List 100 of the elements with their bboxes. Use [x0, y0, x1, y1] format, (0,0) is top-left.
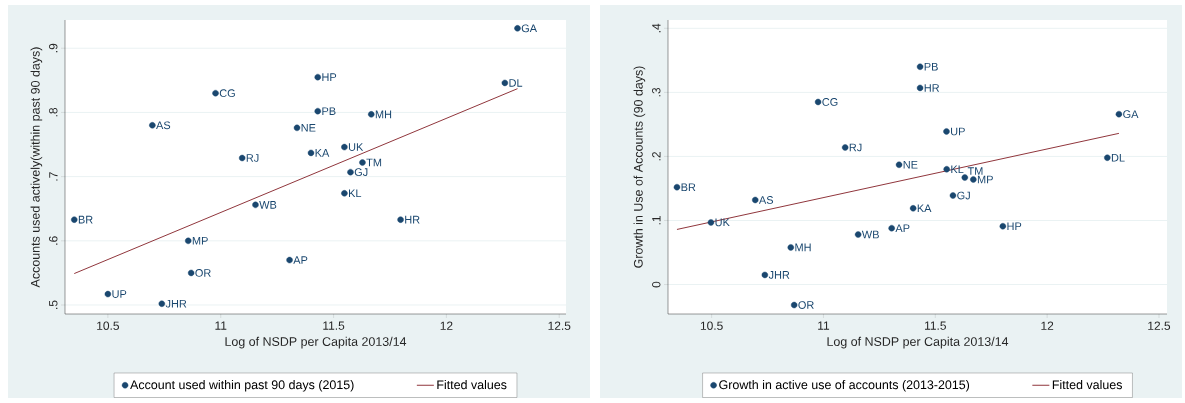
point	[341, 143, 348, 151]
x-tick-label: 10.5	[97, 321, 120, 330]
annotation: CG	[219, 89, 235, 98]
x-tick-label: 11	[215, 321, 227, 330]
point	[212, 89, 219, 97]
point	[185, 237, 192, 245]
point	[341, 190, 348, 197]
annotation: HP	[322, 73, 337, 81]
y-axis-title: Accounts used actively(within past 90 days)	[30, 47, 43, 288]
annotation: KA	[917, 204, 932, 213]
point	[916, 84, 924, 92]
point	[314, 73, 321, 81]
point	[514, 25, 521, 32]
annotation: RJ	[246, 154, 259, 162]
x-tick-label: 11.5	[323, 321, 345, 330]
point	[293, 124, 301, 132]
point	[949, 192, 957, 199]
x-tick-label: 10.5	[700, 321, 723, 330]
annotation: NE	[301, 124, 316, 132]
annotation: UP	[112, 290, 127, 298]
point	[673, 183, 681, 191]
annotation: AP	[293, 256, 308, 264]
x-axis-title: Log of NSDP per Capita 2013/14	[827, 336, 1009, 349]
annotation: NE	[903, 160, 918, 169]
point	[158, 300, 166, 307]
point	[252, 201, 259, 209]
annotation: AS	[758, 196, 774, 204]
annotation: HR	[405, 215, 420, 224]
annotation: GA	[521, 24, 537, 33]
annotation: AS	[156, 121, 171, 130]
point	[238, 154, 246, 162]
point	[761, 271, 769, 279]
y-tick-label: .2	[652, 152, 661, 161]
annotation: OR	[798, 301, 814, 309]
legend-label: Fitted values	[437, 379, 507, 390]
point	[314, 107, 321, 115]
point	[854, 231, 862, 238]
y-tick-label: .8	[49, 107, 58, 117]
point	[961, 174, 969, 181]
y-tick-label: .9	[49, 43, 58, 53]
point	[790, 301, 798, 309]
annotation: KL	[349, 189, 362, 198]
y-tick-label: .3	[652, 87, 661, 97]
annotation: RJ	[849, 143, 862, 152]
annotation: HP	[1007, 222, 1022, 231]
annotation: CG	[822, 98, 838, 106]
point	[909, 205, 917, 212]
annotation: GA	[1123, 110, 1139, 119]
annotation: UK	[715, 218, 730, 227]
annotation: PB	[322, 107, 336, 115]
point	[999, 223, 1007, 230]
annotation: UP	[951, 127, 965, 136]
point	[149, 122, 156, 129]
y-axis-title: Growth in Use of Accounts (90 days)	[633, 66, 646, 268]
annotation: MH	[375, 110, 392, 119]
x-tick-label: 12	[1041, 321, 1054, 330]
annotation: GJ	[957, 191, 970, 200]
annotation: JHR	[768, 271, 790, 279]
legend-label: Fitted values	[1052, 379, 1122, 390]
point	[1115, 110, 1123, 118]
point	[895, 161, 903, 168]
annotation: UK	[348, 143, 364, 151]
point	[841, 144, 849, 151]
point	[307, 149, 315, 157]
annotation: MP	[977, 175, 993, 184]
annotation: GJ	[354, 168, 368, 177]
x-tick-label: 12	[440, 321, 453, 330]
annotation: MH	[795, 243, 811, 252]
y-tick-label: .7	[49, 172, 58, 181]
point	[286, 256, 293, 264]
y-tick-label: 0	[652, 281, 661, 288]
point	[347, 168, 354, 176]
point	[814, 98, 822, 106]
point	[943, 166, 950, 173]
point	[368, 111, 375, 118]
annotation: MP	[192, 237, 208, 245]
annotation: PB	[924, 62, 938, 71]
point	[916, 63, 924, 70]
point	[888, 224, 895, 232]
y-tick-label: .5	[49, 300, 58, 309]
point	[359, 159, 366, 166]
annotation: DL	[1111, 153, 1125, 162]
point	[752, 196, 759, 204]
x-tick-label: 12.5	[1148, 321, 1171, 330]
y-tick-label: .1	[652, 216, 661, 225]
point	[71, 216, 78, 223]
annotation: OR	[195, 269, 211, 277]
y-tick-label: .6	[49, 236, 58, 245]
annotation: JHR	[165, 299, 187, 308]
annotation: WB	[861, 230, 879, 239]
annotation: WB	[259, 201, 277, 209]
annotation: BR	[681, 183, 696, 191]
point	[1104, 154, 1111, 161]
y-tick-label: .4	[652, 23, 661, 33]
point	[187, 269, 195, 277]
annotation: AP	[895, 224, 910, 232]
point	[707, 219, 715, 226]
point	[104, 290, 112, 298]
point	[970, 176, 977, 183]
point	[787, 244, 795, 251]
